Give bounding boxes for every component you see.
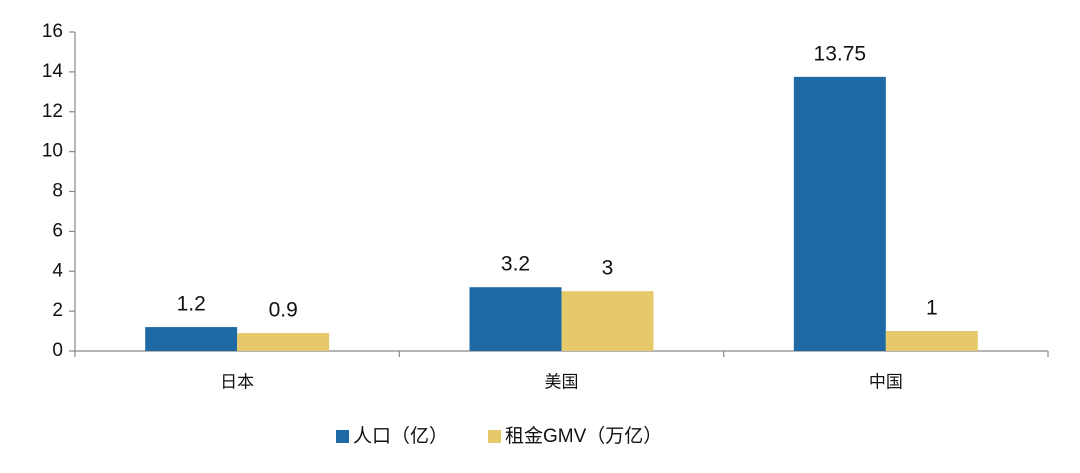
y-tick-label: 2 [52, 300, 63, 321]
data-label: 0.9 [269, 299, 298, 322]
bar [793, 76, 886, 351]
bar [145, 327, 238, 351]
data-label: 1.2 [177, 293, 206, 316]
y-tick-label: 14 [42, 61, 64, 82]
y-tick-label: 4 [52, 260, 63, 281]
x-tick-label: 美国 [545, 372, 579, 391]
data-label: 1 [926, 297, 938, 320]
bar [561, 291, 654, 351]
legend-label: 人口（亿） [353, 425, 448, 447]
bar [885, 331, 978, 351]
y-tick-label: 16 [42, 21, 63, 42]
x-tick-label: 日本 [220, 372, 254, 391]
x-tick-label: 中国 [869, 372, 903, 391]
data-label: 3.2 [501, 253, 530, 276]
legend-swatch [336, 430, 349, 443]
bar [469, 287, 562, 351]
legend-label: 租金GMV（万亿） [505, 425, 662, 447]
data-label: 3 [602, 257, 614, 280]
y-tick-label: 6 [52, 220, 63, 241]
y-tick-label: 12 [42, 101, 63, 122]
legend-swatch [488, 430, 502, 443]
y-tick-label: 8 [52, 181, 63, 202]
y-tick-label: 0 [52, 340, 63, 361]
y-tick-label: 10 [42, 141, 63, 162]
bar [237, 333, 330, 351]
data-label: 13.75 [814, 42, 867, 65]
